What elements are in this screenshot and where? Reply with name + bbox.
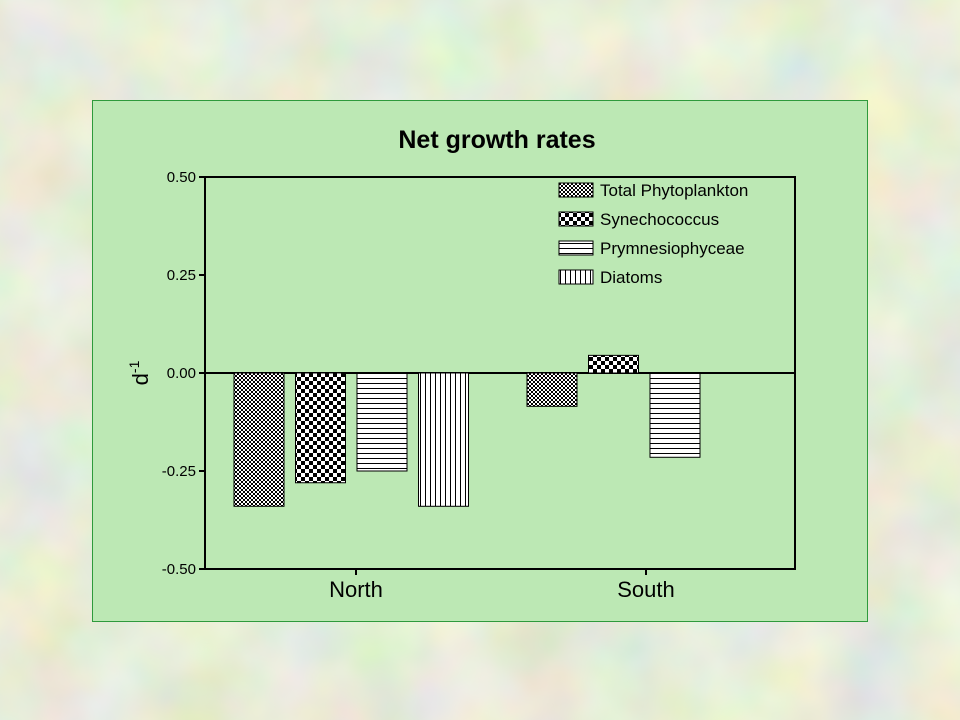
bar-synechococcus-north — [295, 372, 346, 484]
y-axis-label-superscript: -1 — [126, 360, 142, 373]
plot-area: 0.50 0.25 0.00 -0.25 -0.50 North South — [162, 169, 796, 602]
legend-swatch — [558, 269, 594, 285]
legend-swatch — [558, 240, 594, 256]
y-tick-label: -0.25 — [162, 463, 196, 480]
legend: Total Phytoplankton Synechococcus Prymnesi… — [558, 181, 748, 287]
bar-prymnesiophyceae-north — [356, 372, 408, 472]
bar-synechococcus-south — [588, 354, 639, 374]
legend-label: Synechococcus — [600, 210, 719, 229]
y-tick-label: 0.25 — [167, 267, 196, 284]
y-axis-label-base: d — [128, 373, 153, 385]
chart-title: Net growth rates — [398, 126, 595, 154]
legend-label: Total Phytoplankton — [600, 181, 748, 200]
chart-panel: Net growth rates d-1 0.50 0.25 0.00 -0.25 -0… — [92, 100, 868, 622]
y-tick-label: -0.50 — [162, 561, 196, 578]
y-tick-label: 0.00 — [167, 365, 196, 382]
legend-label: Diatoms — [600, 268, 662, 287]
x-category-label: North — [329, 577, 383, 602]
legend-swatch — [558, 211, 594, 227]
bar-total-phytoplankton-south — [526, 372, 578, 407]
legend-swatch — [558, 182, 594, 198]
y-axis-label: d-1 — [126, 360, 153, 385]
bar-chart: Net growth rates d-1 0.50 0.25 0.00 -0.25 -0… — [126, 126, 796, 602]
legend-label: Prymnesiophyceae — [600, 239, 745, 258]
bar-prymnesiophyceae-south — [649, 372, 701, 458]
bar-diatoms-north — [418, 372, 469, 507]
bar-total-phytoplankton-north — [233, 372, 285, 507]
x-category-label: South — [617, 577, 675, 602]
y-tick-label: 0.50 — [167, 169, 196, 186]
